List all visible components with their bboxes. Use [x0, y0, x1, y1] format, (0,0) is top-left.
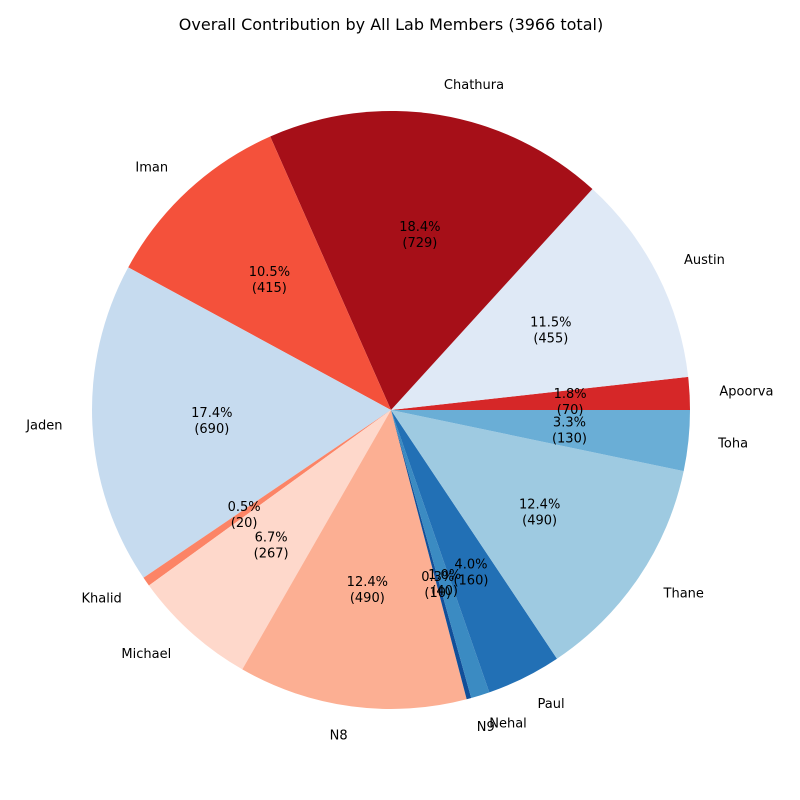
slice-labels: Apoorva Austin Chathura Iman Jaden Khalid Mich…	[25, 78, 773, 744]
percent-text-n8: 12.4%	[347, 575, 388, 590]
percent-text-paul: 4.0%	[454, 558, 487, 573]
value-text-toha: (130)	[552, 431, 587, 446]
percent-label-apoorva: 1.8% (70)	[554, 387, 587, 418]
chart-title: Overall Contribution by All Lab Members …	[179, 15, 603, 34]
slice-chathura	[270, 111, 593, 411]
percent-label-michael: 6.7% (267)	[254, 530, 289, 561]
percent-labels: 1.8% (70) 11.5% (455) 18.4% (729) 10.5% (415) 17…	[191, 220, 587, 606]
percent-text-jaden: 17.4%	[191, 406, 232, 421]
slice-label-n8: N8	[330, 729, 348, 744]
value-text-thane: (490)	[522, 513, 557, 528]
value-text-paul: (160)	[453, 574, 488, 589]
percent-text-chathura: 18.4%	[399, 220, 440, 235]
percent-label-jaden: 17.4% (690)	[191, 406, 232, 437]
slice-label-toha: Toha	[717, 436, 748, 451]
slice-label-n9: N9	[477, 720, 495, 735]
value-text-austin: (455)	[533, 332, 568, 347]
percent-text-n9: 0.3%	[421, 570, 454, 585]
percent-label-thane: 12.4% (490)	[519, 497, 560, 528]
percent-text-iman: 10.5%	[249, 265, 290, 280]
slice-label-iman: Iman	[135, 161, 168, 176]
slice-label-khalid: Khalid	[81, 591, 121, 606]
percent-label-austin: 11.5% (455)	[530, 316, 571, 347]
percent-text-thane: 12.4%	[519, 497, 560, 512]
slice-label-jaden: Jaden	[25, 419, 62, 434]
slice-n8	[242, 410, 467, 710]
percent-label-nehal: 1.0% (40)	[428, 568, 461, 599]
percent-text-toha: 3.3%	[553, 415, 586, 430]
percent-text-austin: 11.5%	[530, 316, 571, 331]
percent-label-n9: 0.3% (10)	[421, 570, 454, 601]
slice-thane	[391, 410, 684, 659]
slice-paul	[391, 410, 557, 693]
value-text-michael: (267)	[254, 546, 289, 561]
value-text-nehal: (40)	[431, 584, 458, 599]
slice-label-paul: Paul	[538, 697, 565, 712]
slice-toha	[391, 410, 690, 472]
percent-label-n8: 12.4% (490)	[347, 575, 388, 606]
value-text-n9: (10)	[424, 586, 451, 601]
slice-jaden	[92, 267, 392, 578]
percent-text-nehal: 1.0%	[428, 568, 461, 583]
percent-label-chathura: 18.4% (729)	[399, 220, 440, 251]
slice-label-thane: Thane	[663, 587, 704, 602]
slice-austin	[391, 189, 689, 410]
value-text-n8: (490)	[350, 591, 385, 606]
value-text-jaden: (690)	[194, 422, 229, 437]
slice-label-michael: Michael	[121, 647, 171, 662]
percent-text-michael: 6.7%	[255, 530, 288, 545]
percent-label-iman: 10.5% (415)	[249, 265, 290, 296]
slice-khalid	[143, 410, 391, 586]
percent-label-toha: 3.3% (130)	[552, 415, 587, 446]
slice-label-austin: Austin	[684, 253, 725, 268]
slice-label-nehal: Nehal	[489, 716, 527, 731]
slice-apoorva	[391, 376, 690, 410]
slice-nehal	[391, 410, 490, 699]
percent-label-khalid: 0.5% (20)	[228, 500, 261, 531]
value-text-khalid: (20)	[231, 516, 258, 531]
value-text-chathura: (729)	[402, 236, 437, 251]
percent-label-paul: 4.0% (160)	[453, 558, 488, 589]
percent-text-apoorva: 1.8%	[554, 387, 587, 402]
percent-text-khalid: 0.5%	[228, 500, 261, 515]
value-text-apoorva: (70)	[557, 403, 584, 418]
slice-michael	[148, 410, 391, 670]
slice-iman	[128, 136, 392, 411]
value-text-iman: (415)	[252, 281, 287, 296]
slice-n9	[391, 410, 472, 700]
slice-label-chathura: Chathura	[444, 78, 504, 93]
slice-label-apoorva: Apoorva	[719, 384, 773, 399]
pie-slices	[92, 111, 690, 710]
